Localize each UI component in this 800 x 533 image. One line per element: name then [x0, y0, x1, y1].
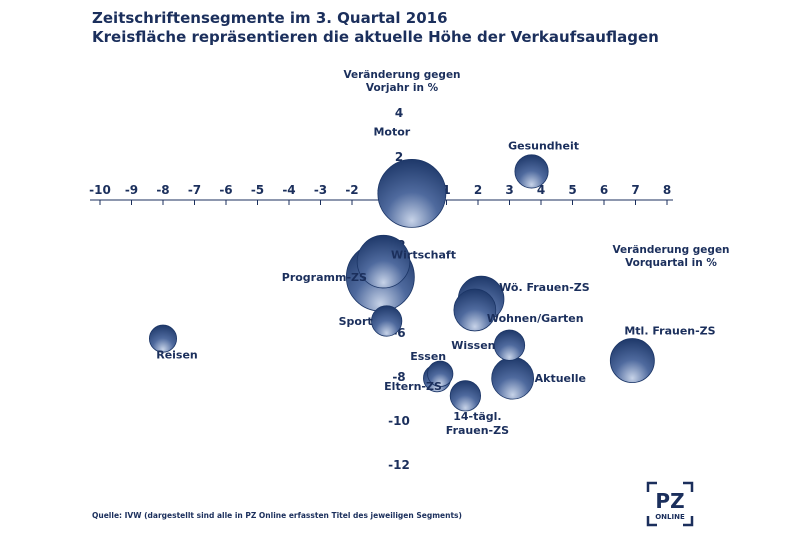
source-note: Quelle: IVW (dargestellt sind alle in PZ…	[92, 511, 462, 520]
y-tick-label: 4	[395, 106, 403, 120]
y-tick-label: 2	[395, 150, 403, 164]
bubble-wirtschaft	[356, 234, 411, 289]
y-axis-label: Veränderung gegen Vorjahr in %	[343, 69, 460, 94]
label-sport: Sport	[339, 315, 373, 328]
x-tick-label: 4	[537, 183, 545, 197]
chart-title: Zeitschriftensegmente im 3. Quartal 2016	[92, 9, 448, 27]
logo-text-online: ONLINE	[655, 513, 685, 521]
label-programm-zs: Programm-ZS	[282, 271, 367, 284]
label-eltern-zs: Eltern-ZS	[384, 380, 442, 393]
x-tick-label: -3	[314, 183, 327, 197]
label-motor: Motor	[373, 125, 410, 138]
bubble-wissen	[493, 329, 526, 361]
y-tick-label: -10	[388, 414, 410, 428]
x-tick-label: 7	[631, 183, 639, 197]
x-tick-label: -6	[219, 183, 232, 197]
bubble-essen	[427, 360, 454, 387]
label-wohnen-garten: Wohnen/Garten	[487, 312, 584, 325]
bubble-aktuelle	[491, 356, 535, 400]
y-tick-label: -8	[392, 370, 405, 384]
bubble-sport	[371, 305, 403, 337]
label-essen: Essen	[410, 350, 446, 363]
x-tick-label: 6	[600, 183, 608, 197]
x-tick-label: 1	[442, 183, 450, 197]
x-tick-label: -4	[282, 183, 295, 197]
label-w-frauen-zs: Wö. Frauen-ZS	[499, 281, 590, 294]
x-tick-label: -9	[125, 183, 138, 197]
label-aktuelle: Aktuelle	[535, 372, 586, 385]
x-tick-label: 5	[568, 183, 576, 197]
bubble-14-t-gl-frauen-zs	[449, 380, 482, 412]
x-tick-label: -2	[345, 183, 358, 197]
x-tick-label: -8	[156, 183, 169, 197]
pz-online-logo: PZ ONLINE	[646, 481, 694, 527]
label-gesundheit: Gesundheit	[508, 139, 579, 152]
label-wirtschaft: Wirtschaft	[391, 249, 456, 262]
bubble-motor	[377, 158, 447, 228]
y-tick-label: -12	[388, 458, 410, 472]
x-tick-label: 8	[663, 183, 671, 197]
bubble-mtl-frauen-zs	[609, 338, 655, 384]
x-tick-label: -10	[89, 183, 111, 197]
label-14-t-gl-frauen-zs: 14-tägl. Frauen-ZS	[446, 410, 509, 437]
logo-text-pz: PZ	[655, 489, 684, 513]
x-tick-label: -7	[188, 183, 201, 197]
bubble-gesundheit	[514, 154, 549, 189]
label-reisen: Reisen	[156, 349, 198, 362]
bubble-wohnen-garten	[453, 288, 497, 332]
x-tick-label: 3	[505, 183, 513, 197]
x-tick-label: 2	[474, 183, 482, 197]
x-tick-label: -5	[251, 183, 264, 197]
label-wissen: Wissen	[451, 339, 495, 352]
bubble-reisen	[148, 324, 177, 353]
label-mtl-frauen-zs: Mtl. Frauen-ZS	[624, 325, 715, 338]
chart-subtitle: Kreisfläche repräsentieren die aktuelle …	[92, 28, 659, 46]
x-axis-label: Veränderung gegen Vorquartal in %	[612, 244, 729, 269]
